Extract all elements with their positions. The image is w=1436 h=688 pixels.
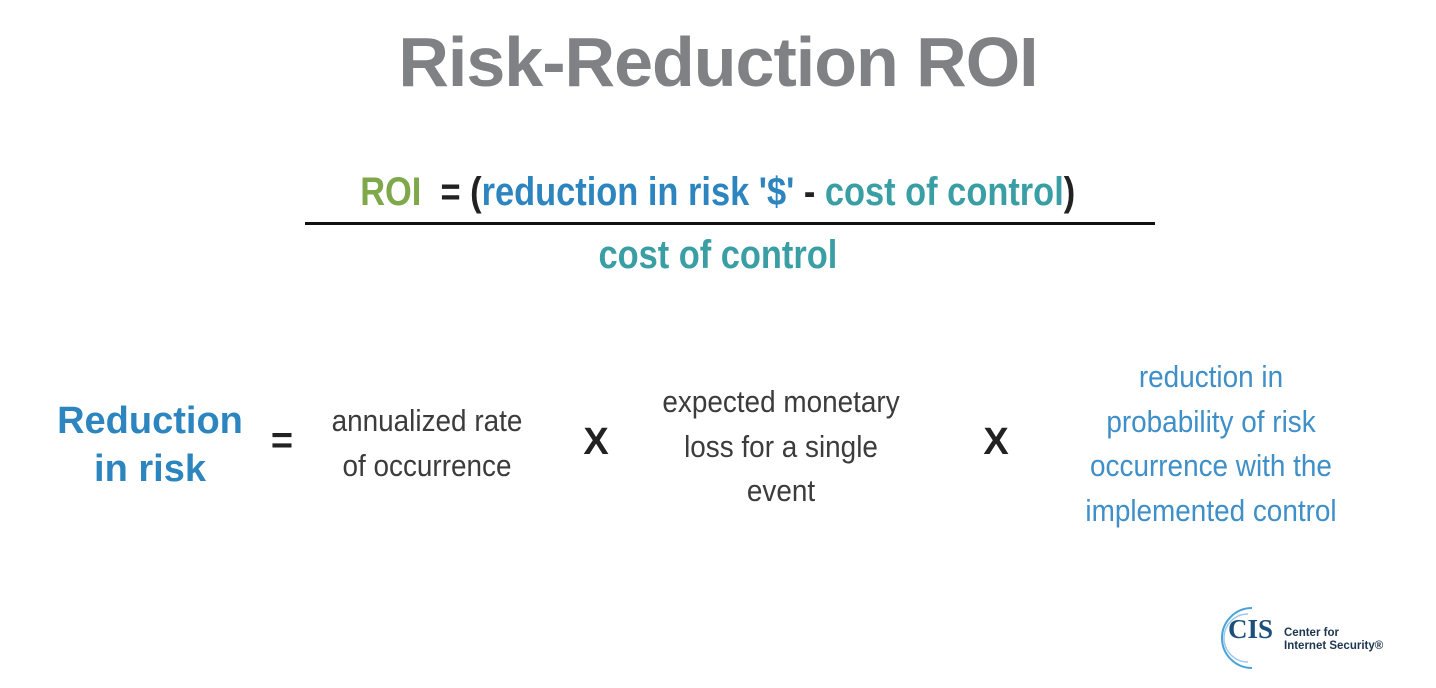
formula-denominator: cost of control (0, 233, 1436, 278)
title: Risk-Reduction ROI (398, 23, 1038, 101)
formula-numerator: ROI = (reduction in risk '$' - cost of c… (0, 170, 1436, 215)
lhs-line: Reduction (57, 400, 243, 442)
factor: expected monetary loss for a single even… (621, 380, 941, 514)
equals: = (270, 420, 294, 462)
logo-line: Center for (1284, 627, 1339, 639)
paren: ( (470, 170, 482, 214)
factor: reduction in probability of risk occurre… (1041, 355, 1381, 533)
factor-line: reduction in (1138, 359, 1284, 394)
factor-line: probability of risk (1106, 403, 1316, 439)
denominator: cost of control (598, 233, 838, 277)
lhs-line: in risk (94, 448, 206, 490)
roi: ROI (360, 170, 422, 214)
multiply: X (983, 421, 1009, 463)
term: reduction in risk '$' (481, 170, 795, 214)
factor-line: loss for a single (684, 428, 878, 464)
factor-line: of occurrence (342, 447, 512, 483)
factor-line: annualized rate (331, 403, 523, 438)
logo-mark: CIS (1228, 614, 1274, 644)
equals: = (440, 170, 461, 214)
factor-line: implemented control (1085, 492, 1337, 528)
term: cost of control (825, 170, 1065, 214)
paren: ) (1064, 170, 1076, 214)
factor-line: occurrence with the (1090, 448, 1332, 483)
logo-line: Internet Security® (1284, 640, 1384, 652)
minus: - (804, 170, 816, 214)
equation-lhs: Reduction in risk (30, 397, 270, 493)
factor-line: event (746, 473, 816, 508)
multiply: X (583, 421, 609, 463)
fraction-bar (305, 222, 1155, 225)
logo-arcs (1221, 607, 1253, 669)
logo-name: Center for Internet Security® (1284, 627, 1383, 653)
factor-line: expected monetary (662, 384, 900, 419)
factor: annualized rate of occurrence (277, 399, 577, 488)
